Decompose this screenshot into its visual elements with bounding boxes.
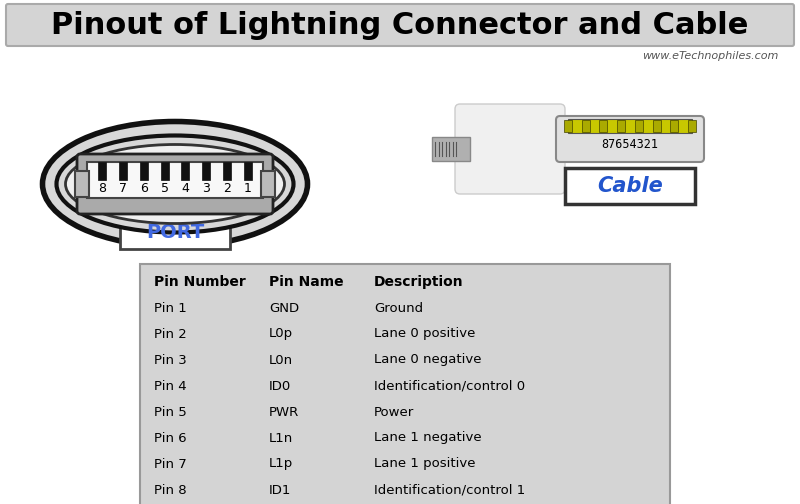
- Text: 8: 8: [98, 181, 106, 195]
- Ellipse shape: [42, 121, 307, 246]
- Text: Pin Number: Pin Number: [154, 275, 246, 289]
- Text: Cable: Cable: [597, 176, 663, 196]
- Bar: [161, 162, 169, 180]
- Text: 3: 3: [202, 181, 210, 195]
- Text: Pin 2: Pin 2: [154, 328, 186, 341]
- Text: Lane 1 positive: Lane 1 positive: [374, 458, 475, 471]
- Text: Pinout of Lightning Connector and Cable: Pinout of Lightning Connector and Cable: [51, 11, 749, 39]
- Text: ID0: ID0: [269, 380, 291, 393]
- Text: Power: Power: [374, 406, 414, 418]
- Text: Pin 8: Pin 8: [154, 483, 186, 496]
- Text: L0n: L0n: [269, 353, 293, 366]
- Bar: [670, 120, 678, 132]
- Text: Identification/control 0: Identification/control 0: [374, 380, 525, 393]
- Text: ID1: ID1: [269, 483, 291, 496]
- Text: Pin 6: Pin 6: [154, 431, 186, 445]
- Bar: [599, 120, 607, 132]
- Text: PORT: PORT: [146, 223, 204, 242]
- Text: 7: 7: [119, 181, 127, 195]
- Bar: [202, 162, 210, 180]
- Text: Pin Name: Pin Name: [269, 275, 344, 289]
- Bar: [617, 120, 625, 132]
- Text: 1: 1: [244, 181, 252, 195]
- Bar: [565, 168, 695, 204]
- Bar: [568, 119, 692, 133]
- Text: 4: 4: [182, 181, 190, 195]
- Bar: [120, 217, 230, 249]
- Bar: [98, 162, 106, 180]
- Text: Lane 0 positive: Lane 0 positive: [374, 328, 475, 341]
- Text: Pin 1: Pin 1: [154, 301, 186, 314]
- Bar: [140, 162, 148, 180]
- Ellipse shape: [57, 136, 294, 232]
- Bar: [244, 162, 252, 180]
- Text: www.eTechnophiles.com: www.eTechnophiles.com: [642, 51, 778, 61]
- Bar: [119, 162, 127, 180]
- Text: Ground: Ground: [374, 301, 423, 314]
- Text: L1n: L1n: [269, 431, 294, 445]
- Text: 87654321: 87654321: [602, 139, 658, 152]
- Bar: [635, 120, 643, 132]
- Bar: [261, 171, 275, 197]
- Bar: [432, 137, 470, 161]
- Bar: [182, 162, 190, 180]
- Bar: [223, 162, 231, 180]
- Text: PWR: PWR: [269, 406, 299, 418]
- FancyBboxPatch shape: [6, 4, 794, 46]
- Text: Pin 4: Pin 4: [154, 380, 186, 393]
- Text: 6: 6: [140, 181, 148, 195]
- Text: 5: 5: [161, 181, 169, 195]
- Bar: [564, 120, 572, 132]
- Text: Pin 3: Pin 3: [154, 353, 186, 366]
- Text: L0p: L0p: [269, 328, 293, 341]
- Bar: [582, 120, 590, 132]
- Bar: [653, 120, 661, 132]
- Bar: [140, 264, 670, 504]
- Bar: [75, 171, 89, 197]
- FancyBboxPatch shape: [556, 116, 704, 162]
- Ellipse shape: [66, 145, 285, 223]
- Bar: [87, 162, 263, 198]
- Text: GND: GND: [269, 301, 299, 314]
- Text: 2: 2: [223, 181, 231, 195]
- FancyBboxPatch shape: [455, 104, 565, 194]
- Text: Lane 1 negative: Lane 1 negative: [374, 431, 482, 445]
- FancyBboxPatch shape: [77, 154, 273, 214]
- Text: Identification/control 1: Identification/control 1: [374, 483, 526, 496]
- Text: Pin 7: Pin 7: [154, 458, 186, 471]
- Text: Lane 0 negative: Lane 0 negative: [374, 353, 482, 366]
- Text: L1p: L1p: [269, 458, 294, 471]
- Bar: [688, 120, 696, 132]
- Text: Description: Description: [374, 275, 464, 289]
- Text: Pin 5: Pin 5: [154, 406, 186, 418]
